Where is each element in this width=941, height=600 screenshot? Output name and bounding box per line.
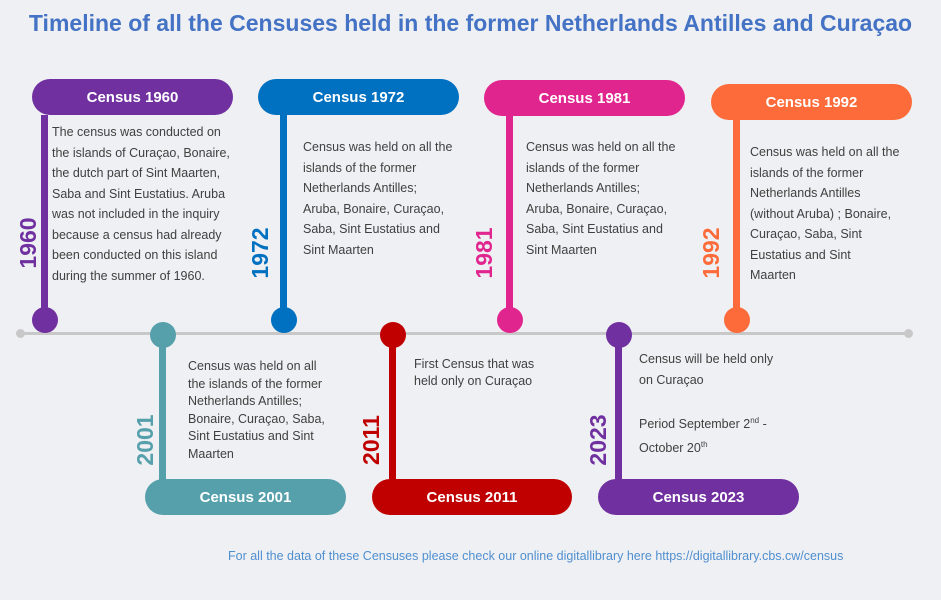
- description-line: Netherlands Antilles: [750, 186, 861, 200]
- description-line: Census was held on all the: [526, 140, 676, 154]
- census-2023-stem: [615, 340, 622, 482]
- census-1981-description: Census was held on all the islands of the…: [526, 137, 701, 260]
- description-line: on Curaçao: [639, 372, 704, 387]
- census-1992-year: 1992: [698, 227, 724, 279]
- description-line: Census was held on all the: [303, 140, 453, 154]
- description-line: the dutch part of Sint Maarten,: [52, 166, 221, 180]
- description-line: Census was held on all the: [750, 145, 900, 159]
- description-line: because a census had already: [52, 227, 222, 242]
- description-line: the islands of the former: [188, 376, 323, 391]
- description-line: (without Aruba) ; Bonaire,: [750, 206, 892, 221]
- description-line: Sint Maarten: [526, 242, 597, 257]
- census-1992-marker: [724, 307, 750, 333]
- census-2001-stem: [159, 340, 166, 482]
- census-1960-description: The census was conducted on the islands o…: [52, 122, 252, 286]
- census-2001-label: Census 2001: [145, 479, 346, 515]
- census-1992-description: Census was held on all the islands of the…: [750, 142, 930, 286]
- timeline-axis: [20, 332, 909, 335]
- census-2023-period: Period September 2nd - October 20th: [639, 416, 767, 455]
- description-line: islands of the former: [526, 160, 640, 175]
- description-line: Bonaire, Curaçao, Saba,: [188, 411, 325, 426]
- description-line: been conducted on this island: [52, 248, 218, 262]
- description-line: First Census that was: [414, 357, 535, 371]
- description-line: Sint Maarten: [303, 242, 374, 257]
- census-1981-stem: [506, 116, 513, 320]
- census-2023-description: Census will be held only on Curaçao: [639, 349, 829, 390]
- description-line: was not included in the inquiry: [52, 207, 220, 221]
- description-line: Sint Eustatius and Sint: [188, 429, 314, 443]
- description-line: islands of the former: [750, 165, 864, 180]
- census-1981-label: Census 1981: [484, 80, 685, 116]
- timeline-axis-start: [16, 329, 25, 338]
- description-line: Eustatius and Sint: [750, 247, 851, 262]
- description-line: Maarten: [750, 268, 796, 282]
- census-2011-label: Census 2011: [372, 479, 572, 515]
- census-1960-marker: [32, 307, 58, 333]
- census-1972-label: Census 1972: [258, 79, 459, 115]
- timeline-axis-end: [904, 329, 913, 338]
- census-2023-label: Census 2023: [598, 479, 799, 515]
- census-2001-description: Census was held on all the islands of the…: [188, 358, 358, 463]
- description-line: Netherlands Antilles;: [526, 181, 640, 195]
- census-1981-marker: [497, 307, 523, 333]
- description-line: The census was conducted on: [52, 125, 221, 139]
- description-line: Saba, Sint Eustatius and: [526, 222, 663, 236]
- description-line: Netherlands Antilles;: [188, 394, 302, 408]
- census-1972-stem: [280, 115, 287, 320]
- census-1992-stem: [733, 120, 740, 320]
- census-2011-stem: [389, 340, 396, 482]
- page-title: Timeline of all the Censuses held in the…: [28, 10, 913, 36]
- description-line: Curaçao, Saba, Sint: [750, 227, 862, 241]
- census-1960-year: 1960: [15, 217, 41, 269]
- census-1972-description: Census was held on all the islands of the…: [303, 137, 478, 260]
- description-line: Netherlands Antilles;: [303, 181, 417, 195]
- description-line: Saba, Sint Eustatius and: [303, 222, 440, 236]
- description-line: Census will be held only: [639, 352, 774, 366]
- description-line: islands of the former: [303, 160, 417, 175]
- census-2001-year: 2001: [132, 414, 158, 466]
- census-2023-year: 2023: [585, 414, 611, 466]
- census-1960-label: Census 1960: [32, 79, 233, 115]
- description-line: Census was held on all: [188, 359, 317, 373]
- description-line: during the summer of 1960.: [52, 268, 205, 283]
- footer-link-text: For all the data of these Censuses pleas…: [228, 549, 844, 563]
- census-2011-year: 2011: [358, 415, 384, 465]
- census-1992-label: Census 1992: [711, 84, 912, 120]
- census-1981-year: 1981: [471, 227, 497, 279]
- description-line: Maarten: [188, 446, 234, 461]
- census-1972-year: 1972: [247, 227, 273, 279]
- census-1960-stem: [41, 115, 48, 320]
- description-line: Aruba, Bonaire, Curaçao,: [526, 201, 668, 216]
- description-line: the islands of Curaçao, Bonaire,: [52, 145, 230, 160]
- description-line: held only on Curaçao: [414, 374, 533, 388]
- census-1972-marker: [271, 307, 297, 333]
- description-line: Saba and Sint Eustatius. Aruba: [52, 186, 226, 201]
- census-2011-description: First Census that was held only on Curaça…: [414, 356, 584, 390]
- description-line: Aruba, Bonaire, Curaçao,: [303, 201, 445, 216]
